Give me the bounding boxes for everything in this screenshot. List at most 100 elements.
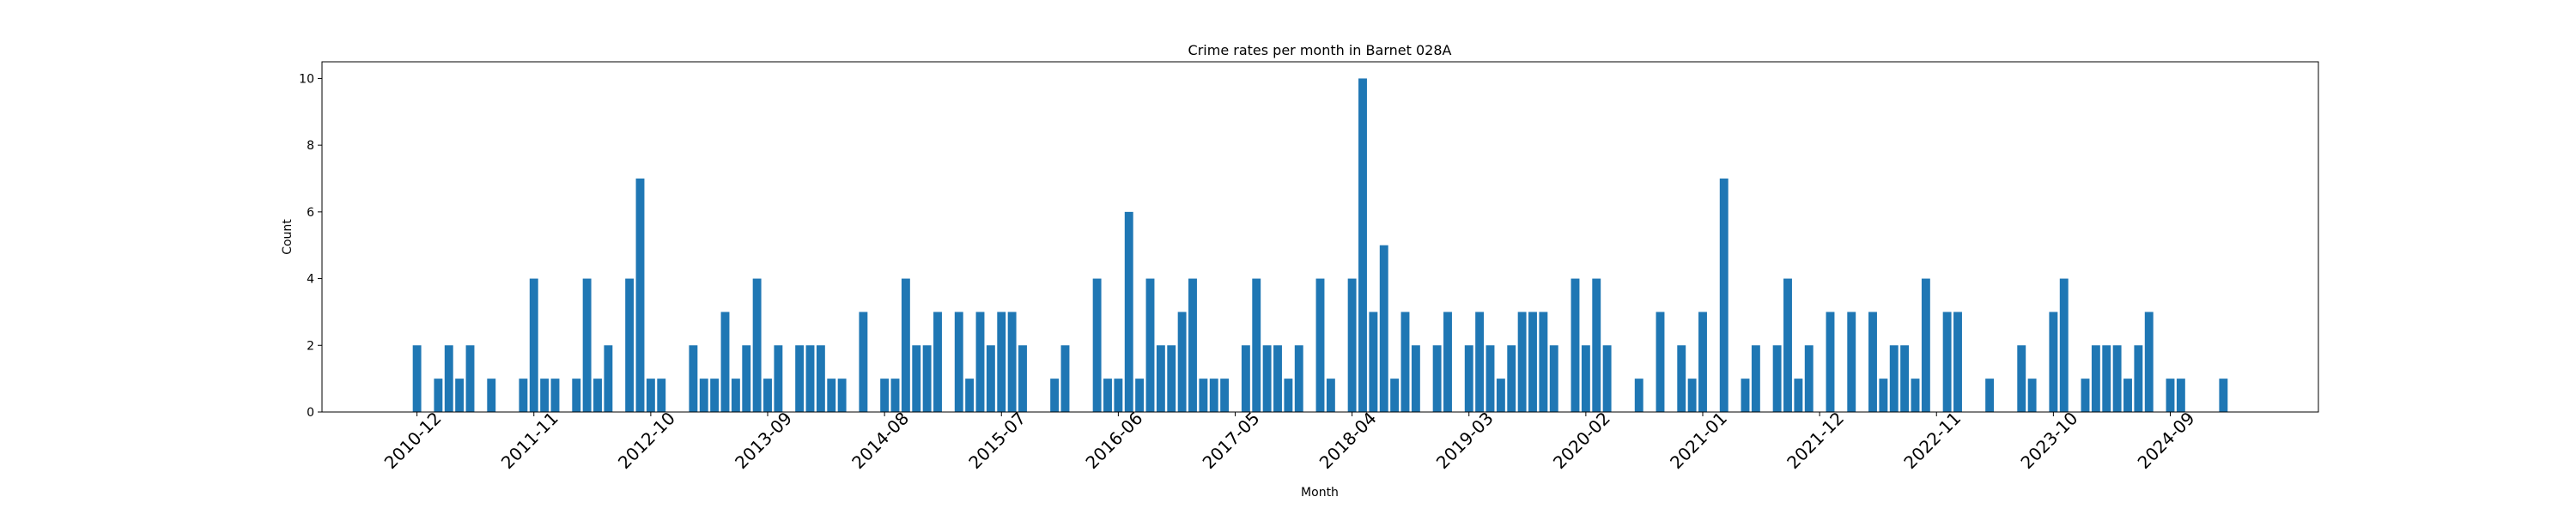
bar	[965, 379, 975, 412]
y-tick-label: 6	[307, 206, 314, 220]
bar	[1156, 345, 1165, 412]
bar	[1400, 312, 1410, 412]
bar	[529, 278, 538, 412]
bar	[2166, 379, 2175, 412]
bar	[795, 345, 805, 412]
bar	[2081, 379, 2090, 412]
bar	[465, 345, 475, 412]
bar	[2059, 278, 2069, 412]
bar	[2219, 379, 2228, 412]
bar	[890, 379, 900, 412]
plot-frame	[321, 61, 2319, 413]
bar	[720, 312, 730, 412]
bar	[975, 312, 985, 412]
bar	[912, 345, 921, 412]
bar	[816, 345, 825, 412]
bar	[1252, 278, 1261, 412]
bar	[1018, 345, 1027, 412]
bar	[1826, 312, 1835, 412]
bar	[625, 278, 635, 412]
bar	[763, 379, 772, 412]
bar	[1262, 345, 1272, 412]
bar	[1241, 345, 1250, 412]
bar	[1889, 345, 1899, 412]
bar	[1868, 312, 1877, 412]
bar	[1315, 278, 1325, 412]
bar	[1103, 379, 1112, 412]
y-tick-label: 8	[307, 139, 314, 153]
bar	[1592, 278, 1601, 412]
bar	[2144, 312, 2154, 412]
bar	[954, 312, 963, 412]
bar	[1602, 345, 1612, 412]
bar	[742, 345, 751, 412]
bar	[1167, 345, 1176, 412]
bar	[1188, 278, 1197, 412]
bar	[805, 345, 815, 412]
bar	[689, 345, 698, 412]
y-axis-label: Count	[281, 219, 295, 255]
bar	[1900, 345, 1910, 412]
bar	[1326, 379, 1335, 412]
bar	[827, 379, 836, 412]
bar	[1294, 345, 1303, 412]
bar	[1911, 379, 1920, 412]
bar	[699, 379, 708, 412]
bar	[1921, 278, 1930, 412]
bar	[1751, 345, 1760, 412]
bar	[1953, 312, 1962, 412]
bar	[1879, 379, 1888, 412]
bar	[646, 379, 655, 412]
bar	[455, 379, 465, 412]
bar	[593, 379, 602, 412]
bar	[997, 312, 1006, 412]
bar	[2049, 312, 2058, 412]
bar	[1475, 312, 1485, 412]
bar	[1220, 379, 1230, 412]
bar	[986, 345, 995, 412]
bar	[1145, 278, 1155, 412]
bar	[550, 379, 560, 412]
bar	[1677, 345, 1686, 412]
bar	[1050, 379, 1060, 412]
y-tick-label: 4	[307, 273, 314, 287]
bar	[1507, 345, 1516, 412]
bar	[1656, 312, 1665, 412]
bar	[1284, 379, 1293, 412]
bar	[922, 345, 932, 412]
bar	[1114, 379, 1123, 412]
bar	[657, 379, 666, 412]
bar	[519, 379, 528, 412]
bar	[837, 379, 847, 412]
bar	[1273, 345, 1282, 412]
x-axis-label: Month	[1301, 486, 1339, 500]
bar	[1549, 345, 1558, 412]
bar	[1007, 312, 1017, 412]
bar	[859, 312, 868, 412]
bar	[1347, 278, 1357, 412]
bar	[572, 379, 581, 412]
bar	[1783, 278, 1792, 412]
bar	[1528, 312, 1537, 412]
bar	[2176, 379, 2185, 412]
bar	[434, 379, 443, 412]
bar	[540, 379, 550, 412]
bar	[1719, 179, 1728, 412]
bar	[1942, 312, 1952, 412]
bar	[444, 345, 453, 412]
bar	[1358, 78, 1367, 412]
y-tick-label: 0	[307, 406, 314, 420]
y-tick-label: 2	[307, 339, 314, 353]
bar	[1390, 379, 1400, 412]
bar	[1464, 345, 1473, 412]
bar	[604, 345, 613, 412]
bar	[1847, 312, 1856, 412]
bar	[1634, 379, 1643, 412]
bar	[731, 379, 740, 412]
bar	[1794, 379, 1803, 412]
bar	[2027, 379, 2037, 412]
bar	[1741, 379, 1750, 412]
bar	[1432, 345, 1442, 412]
bar	[933, 312, 942, 412]
